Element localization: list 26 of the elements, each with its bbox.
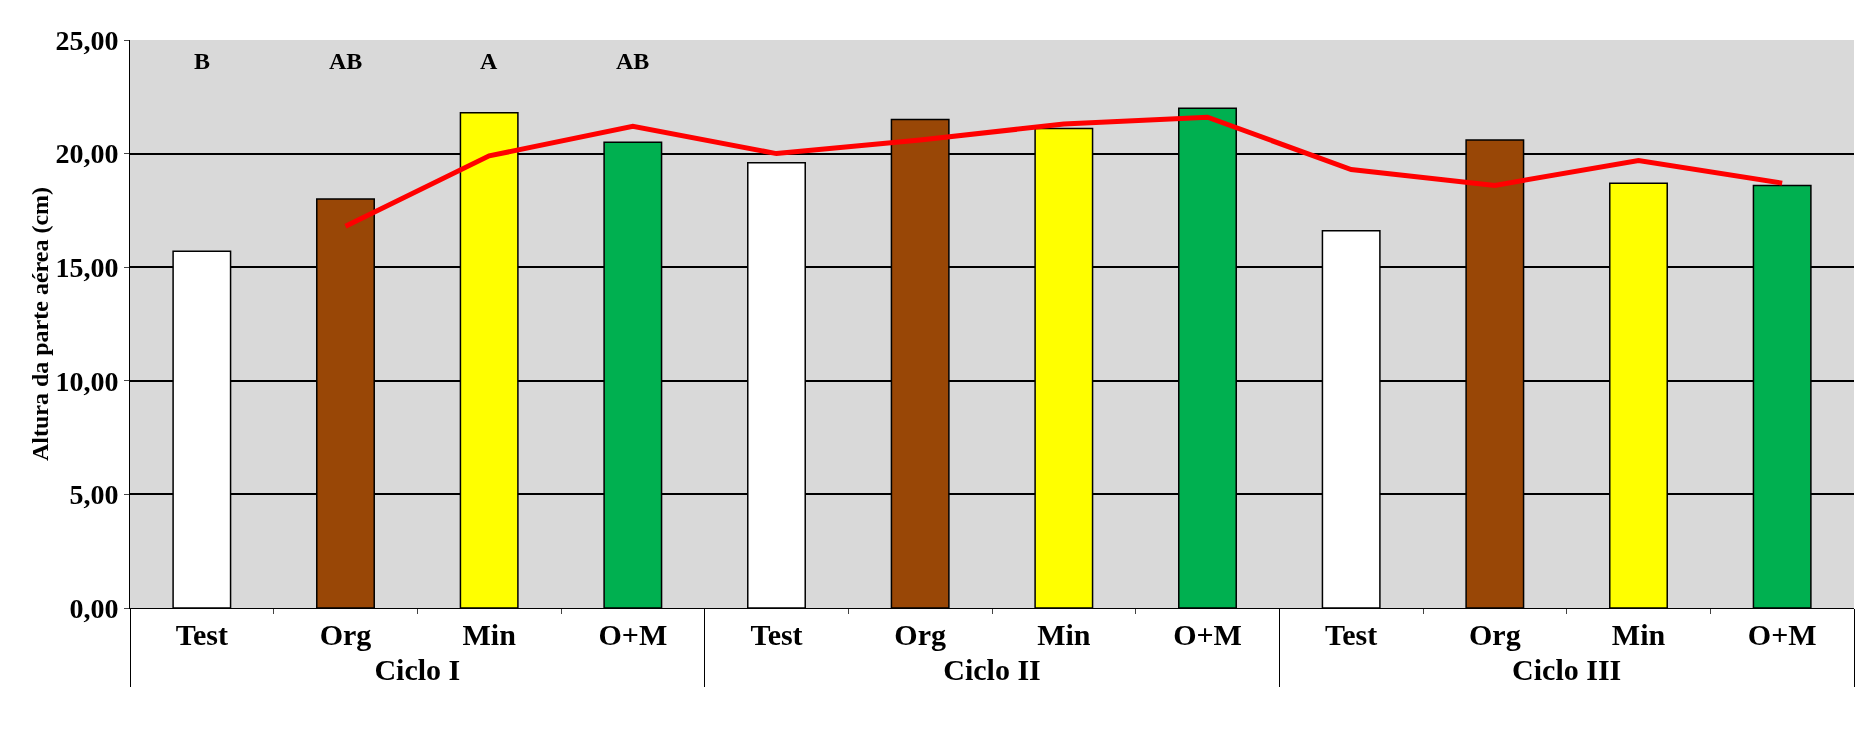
y-axis-title: Altura da parte aérea (cm) xyxy=(27,186,54,462)
x-tick-label: Test xyxy=(175,618,228,651)
text: Ciclo I xyxy=(374,653,461,686)
x-tick-label: Org xyxy=(894,618,946,651)
x-tick-label: Min xyxy=(462,618,517,651)
x-tick-label: O+M xyxy=(1747,618,1817,651)
x-tick-label: Min xyxy=(1037,618,1091,651)
annotation: AB xyxy=(616,48,650,74)
x-tick-label: O+M xyxy=(1173,618,1242,651)
y-tick-label: 15,00 xyxy=(55,252,119,283)
x-tick-label: Min xyxy=(1611,618,1666,651)
y-tick-label: 5,00 xyxy=(69,479,119,511)
x-tick-label: O+M xyxy=(598,618,668,651)
annotation: AB xyxy=(329,48,363,74)
y-tick-label: 20,00 xyxy=(55,138,119,170)
x-tick-label: Test xyxy=(1325,618,1378,651)
y-tick-label: 25,00 xyxy=(55,24,119,56)
annotation: A xyxy=(480,48,498,74)
x-tick-label: Org xyxy=(319,618,372,651)
x-tick-label: Test xyxy=(750,618,803,651)
x-tick-label: Org xyxy=(1469,618,1521,651)
y-tick-label: 10,00 xyxy=(55,365,119,397)
y-tick-label: 0,00 xyxy=(69,592,119,624)
annotation: B xyxy=(194,48,211,74)
text: Ciclo II xyxy=(943,653,1041,686)
text: Ciclo III xyxy=(1512,653,1622,686)
